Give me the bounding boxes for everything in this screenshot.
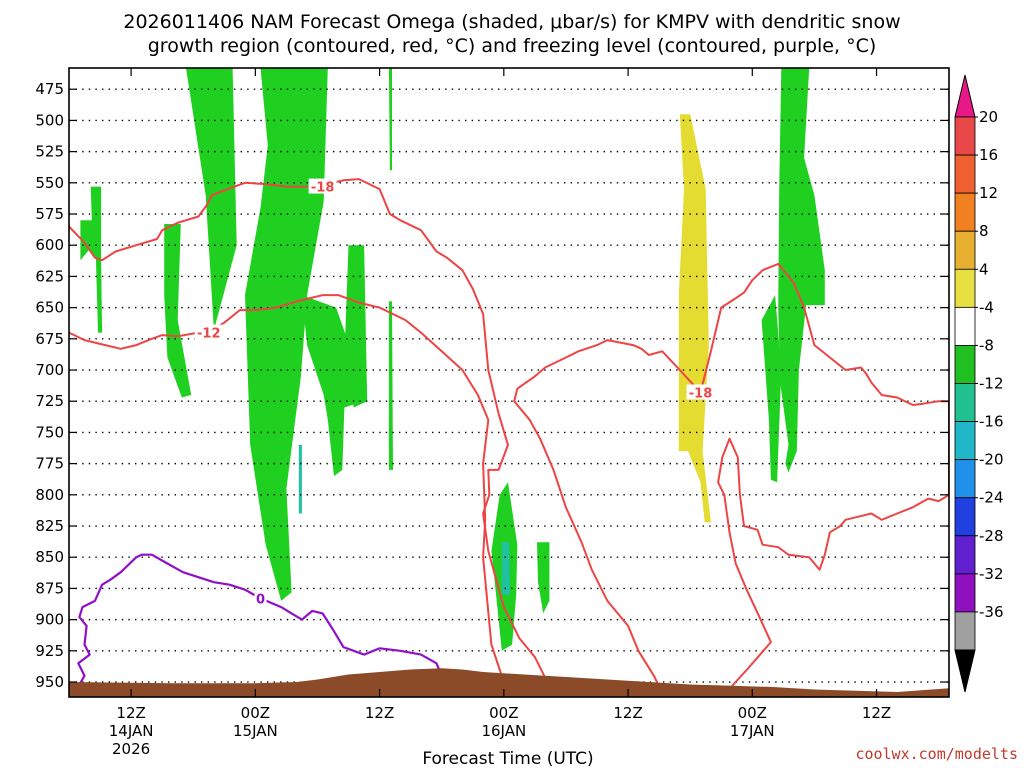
omega-region-0 [186,68,237,331]
y-tick-label-525: 525 [35,143,64,161]
y-tick-label-950: 950 [35,673,64,691]
colorbar: 20 16 12 8 4 -4 -8 -12 -16 -20 -24 -28 -32 -36 [954,74,1004,693]
colorbar-swatch-2 [954,192,976,232]
colorbar-swatch-6 [954,345,976,384]
omega-region-1 [245,68,328,601]
colorbar-swatch-13 [954,611,976,651]
omega-region-12 [678,114,711,523]
colorbar-swatch-10 [954,497,976,537]
omega-region-2 [301,295,365,477]
x-tick-label-2: 12Z [365,704,394,722]
colorbar-label-5: -4 [979,298,994,316]
colorbar-label-10: -24 [979,489,1004,507]
x-tick-label-3: 00Z [489,704,518,722]
omega-region-7 [388,301,393,470]
colorbar-label-7: -12 [979,375,1004,393]
freezing-label-bg [254,590,267,606]
y-tick-label-500: 500 [35,111,64,129]
omega-region-9 [537,542,550,614]
colorbar-swatch-3 [954,230,976,270]
plot-frame [68,67,950,698]
plot-area: -18 -12 -18 0 475 500 525 550 575 600 625 650 675 700… [35,67,950,758]
colorbar-swatch-5 [954,306,976,346]
x-tick-year-0: 2026 [112,740,150,758]
plot-inner: -18 -12 -18 0 [69,68,949,697]
colorbar-label-2: 12 [979,184,998,202]
y-tick-label-900: 900 [35,611,64,629]
dgz-contour-0 [69,178,567,696]
omega-region-5 [80,186,103,333]
omega-region-11 [761,295,782,483]
omega-region-4 [164,224,192,398]
y-tick-label-925: 925 [35,642,64,660]
y-tick-label-575: 575 [35,205,64,223]
y-tick-label-550: 550 [35,174,64,192]
y-tick-label-475: 475 [35,80,64,98]
x-tick-label-5: 00Z [738,704,767,722]
colorbar-label-11: -28 [979,527,1004,545]
y-tick-label-625: 625 [35,267,64,285]
colorbar-label-13: -36 [979,603,1004,621]
colorbar-label-4: 4 [979,260,989,278]
chart-title-line2: growth region (contoured, red, °C) and f… [148,35,877,57]
y-tick-label-775: 775 [35,455,64,473]
x-tick-date-5: 17JAN [730,722,775,740]
x-tick-date-1: 15JAN [233,722,278,740]
colorbar-label-12: -32 [979,565,1004,583]
y-tick-label-825: 825 [35,517,64,535]
omega-region-3 [344,245,368,408]
y-tick-label-675: 675 [35,330,64,348]
colorbar-bottom-arrow [954,649,976,693]
colorbar-swatch-8 [954,421,976,461]
dgz-contour-label-0: -18 [311,181,335,196]
omega-region-10 [778,68,825,473]
colorbar-label-3: 8 [979,222,989,240]
x-tick-label-6: 12Z [862,704,891,722]
freezing-level-label: 0 [256,592,265,607]
x-tick-date-0: 14JAN [109,722,154,740]
dgz-contour-2 [513,262,949,697]
omega-region-13 [298,444,302,514]
x-tick-label-0: 12Z [116,704,145,722]
x-tick-date-3: 16JAN [481,722,526,740]
y-tick-label-700: 700 [35,361,64,379]
terrain-fill [69,668,949,697]
dgz-contour-label-1: -12 [197,327,221,342]
colorbar-swatch-0 [954,116,976,156]
colorbar-top-arrow [954,74,976,118]
x-axis-label: Forecast Time (UTC) [422,749,593,768]
y-tick-label-650: 650 [35,299,64,317]
colorbar-label-0: 20 [979,108,998,126]
y-tick-label-600: 600 [35,236,64,254]
chart-title-line1: 2026011406 NAM Forecast Omega (shaded, μ… [123,11,900,33]
colorbar-label-1: 16 [979,146,998,164]
dgz-contour-label-2: -18 [689,386,713,401]
colorbar-swatch-4 [954,268,976,308]
freezing-level-contour [70,553,443,697]
credit-text[interactable]: coolwx.com/modelts [855,745,1018,763]
omega-region-14 [501,542,510,595]
omega-region-6 [388,68,392,171]
x-tick-label-1: 00Z [241,704,270,722]
dgz-label-bg-2 [686,384,715,400]
colorbar-swatch-11 [954,535,976,575]
y-tick-label-725: 725 [35,392,64,410]
dgz-contour-1 [69,294,521,697]
y-tick-label-750: 750 [35,423,64,441]
dgz-label-bg-1 [194,324,223,340]
dgz-label-bg-0 [308,178,337,194]
colorbar-swatch-9 [954,459,976,499]
colorbar-label-9: -20 [979,451,1004,469]
colorbar-label-6: -8 [979,336,994,354]
y-tick-label-800: 800 [35,486,64,504]
y-tick-label-850: 850 [35,548,64,566]
colorbar-swatch-1 [954,154,976,194]
colorbar-label-8: -16 [979,413,1004,431]
y-tick-label-875: 875 [35,579,64,597]
colorbar-swatch-7 [954,383,976,422]
colorbar-swatch-12 [954,573,976,613]
x-tick-label-4: 12Z [613,704,642,722]
